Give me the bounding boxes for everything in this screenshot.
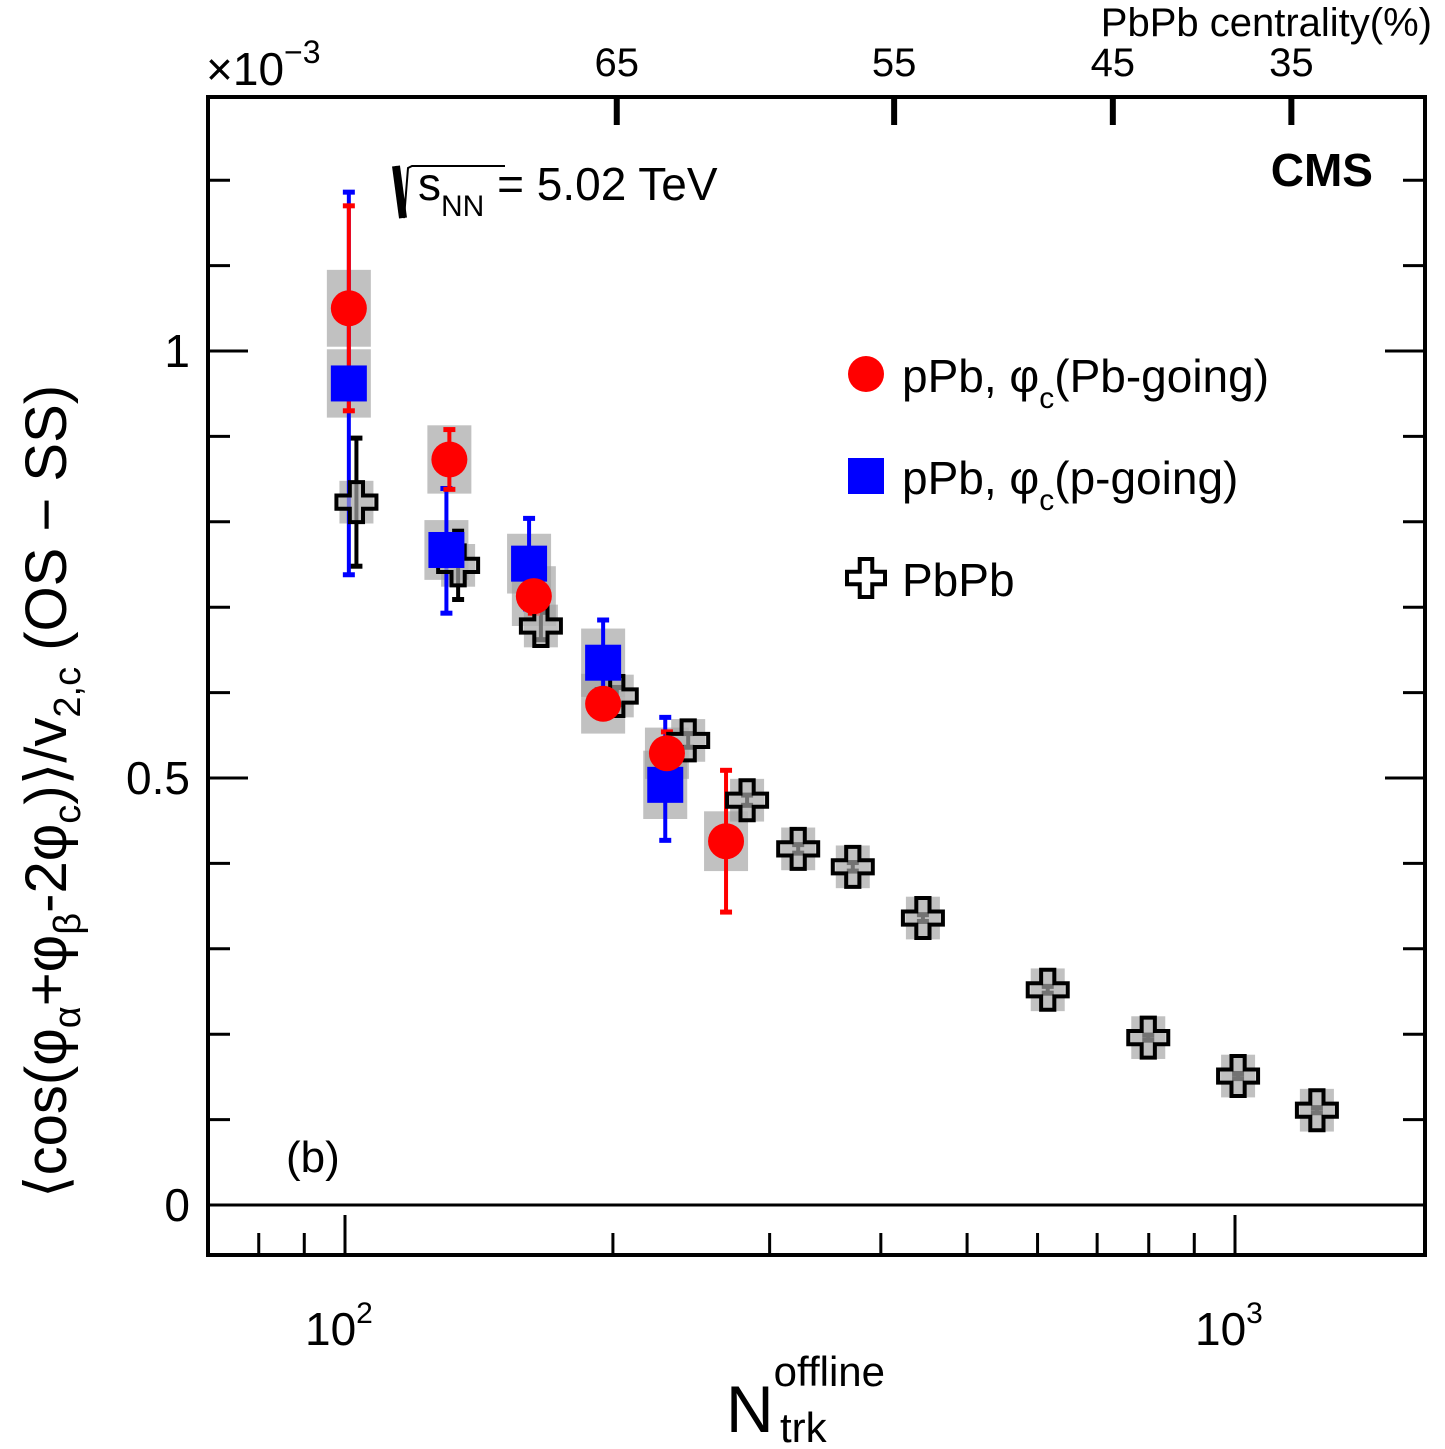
data-point-pbpb [776,826,821,871]
data-point-pbpb [830,844,875,889]
plot-frame [206,95,1427,1257]
x-tick-label: 103 [1195,1297,1263,1355]
data-point-pbpb [334,480,379,525]
x-axis-title-sub: trk [780,1404,828,1449]
y-tick-label: 0 [164,1179,190,1231]
legend-label: pPb, φc(p-going) [902,452,1238,517]
data-point-p-going [511,545,548,582]
data-point-pbpb [1294,1088,1339,1133]
axis-ticks [208,97,1425,1255]
error-bars [342,189,1323,1116]
data-point-pbpb [666,718,711,763]
data-point-p-going [647,766,684,803]
svg-text:sNN = 5.02 TeV: sNN = 5.02 TeV [418,158,718,223]
legend-entry: pPb, φc(Pb-going) [848,350,1269,415]
x-axis-title-main: N [726,1372,774,1446]
legend-entry: pPb, φc(p-going) [848,452,1238,517]
top-axis-tick-label: 45 [1091,41,1136,85]
data-point-pb-going [431,441,468,478]
data-point-p-going [330,365,367,402]
data-point-pb-going [515,578,552,615]
panel-label: (b) [286,1133,340,1182]
data-point-pbpb [1126,1015,1171,1060]
data-point-pb-going [585,685,622,722]
top-axis-tick-label: 65 [595,41,640,85]
legend-label: pPb, φc(Pb-going) [902,350,1269,415]
x-tick-label: 102 [305,1297,373,1355]
axis-tick-labels: 0 0.5 1 102 103 65 55 45 35 [126,41,1314,1355]
data-point-pb-going [708,823,745,860]
y-axis-title: ⟨cos(φα+φβ-2φc)⟩/v2,c (OS − SS) [14,385,89,1198]
data-point-pbpb [1216,1054,1261,1099]
legend-marker-circle [848,356,884,392]
experiment-label: CMS [1271,144,1373,196]
y-multiplier-exp: −3 [284,34,320,70]
energy-s: s [418,158,441,210]
x-axis-title: Noffline [726,1348,885,1446]
data-point-pbpb [518,603,563,648]
legend-marker-square [848,458,884,494]
data-point-pbpb [900,896,945,941]
y-tick-label: 1 [164,325,190,377]
x-axis-title-sup: offline [774,1348,885,1395]
legend: pPb, φc(Pb-going) pPb, φc(p-going) PbPb [845,350,1269,606]
data-point-p-going [585,644,622,681]
data-point-pbpb [725,778,770,823]
data-point-pb-going [648,735,685,772]
y-multiplier: ×10−3 [206,34,321,95]
top-axis-tick-label: 35 [1269,41,1314,85]
legend-label: PbPb [902,554,1015,606]
y-tick-label: 0.5 [126,752,190,804]
energy-annotation: sNN = 5.02 TeV [392,158,718,223]
data-point-pb-going [330,290,367,327]
data-point-pbpb [1025,967,1070,1012]
legend-marker-cross [845,557,887,599]
markers [330,290,1339,1133]
top-axis-tick-label: 55 [872,41,917,85]
energy-sub: NN [441,190,484,223]
energy-value: = 5.02 TeV [484,158,717,210]
top-axis-label: PbPb centrality(%) [1101,1,1432,45]
legend-entry: PbPb [845,554,1015,606]
data-point-p-going [428,531,465,568]
